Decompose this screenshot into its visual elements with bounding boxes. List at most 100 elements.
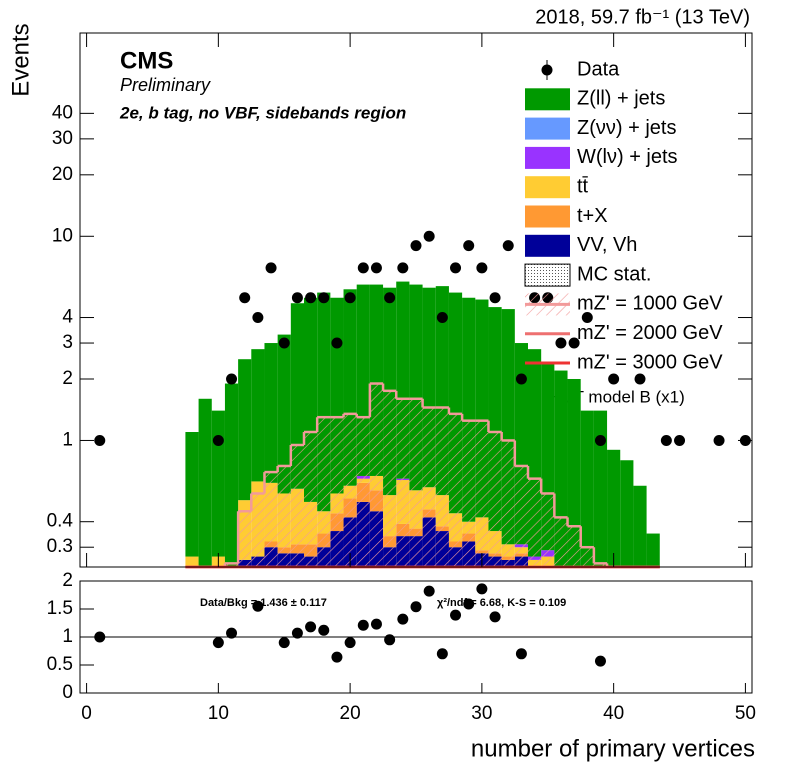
data-point (450, 262, 462, 274)
ratio-point (384, 634, 396, 646)
y-tick-label: 20 (52, 164, 73, 185)
legend-label: t+X (577, 205, 608, 227)
signal-fill (541, 493, 555, 567)
data-point (515, 373, 527, 385)
legend-swatch (525, 205, 570, 228)
stack-bar (607, 449, 621, 567)
ratio-point (436, 648, 448, 660)
stack-bar (620, 460, 634, 567)
y-tick-label: 30 (52, 128, 73, 149)
signal-model: HVT model B (x1) (550, 387, 685, 406)
signal-fill (277, 465, 291, 567)
ratio-point (252, 600, 264, 612)
ratio-point (463, 598, 475, 610)
y-tick-label: 0.3 (47, 536, 73, 557)
stack-bar (290, 303, 304, 489)
y-tick-label: 4 (62, 307, 73, 328)
ratio-point (278, 637, 290, 649)
y-tick-label: 2 (62, 570, 73, 591)
signal-fill (317, 417, 331, 567)
ratio-point (344, 637, 356, 649)
data-point (278, 337, 290, 349)
stack-bar (277, 334, 291, 494)
signal-fill (224, 563, 239, 567)
ratio-point (476, 583, 488, 595)
signal-fill (448, 413, 463, 567)
legend-swatch (525, 234, 570, 257)
y-tick-label: 1 (62, 429, 73, 450)
stack-bar (198, 398, 212, 567)
stack-bar (238, 359, 252, 501)
legend-swatch (525, 117, 570, 140)
signal-fill (488, 432, 502, 567)
ratio-point (331, 651, 343, 663)
x-tick-label: 30 (471, 703, 492, 724)
signal-fill (435, 407, 449, 567)
legend-label: MC stat. (577, 263, 651, 285)
signal-fill (290, 445, 304, 567)
legend-label: mZ' = 2000 GeV (577, 322, 723, 344)
experiment: CMS (120, 47, 173, 74)
signal-fill (251, 493, 265, 567)
data-point (634, 373, 646, 385)
legend-swatch (525, 146, 570, 169)
y-tick-label: 40 (52, 102, 73, 123)
signal-fill (238, 511, 252, 567)
data-point (410, 240, 422, 252)
x-tick-label: 50 (735, 703, 756, 724)
signal-fill (501, 440, 515, 567)
region-label: 2e, b tag, no VBF, sidebands region (119, 103, 406, 122)
signal-fill (422, 407, 436, 567)
stack-bar (251, 349, 265, 482)
data-point (212, 434, 224, 446)
signal-fill (593, 563, 608, 567)
x-tick-label: 10 (208, 703, 229, 724)
ratio-point (410, 601, 422, 613)
x-tick-label: 20 (340, 703, 361, 724)
data-point (568, 337, 580, 349)
frame (79, 32, 753, 568)
legend-swatch (524, 263, 571, 287)
ratio-point (594, 655, 606, 667)
stack-bar (185, 432, 199, 557)
signal-fill (304, 432, 318, 567)
ratio-point (450, 609, 462, 621)
stack-bar (593, 410, 608, 567)
ratio-point (94, 631, 106, 643)
legend-label: mZ' = 1000 GeV (577, 293, 723, 315)
stack-bar (224, 383, 239, 567)
signal-fill (475, 420, 489, 567)
signal-fill (369, 383, 384, 567)
stack-bar (567, 378, 581, 567)
x-tick-label: 0 (81, 703, 92, 724)
data-point (713, 434, 725, 446)
legend-label: Z(ll) + jets (577, 88, 665, 110)
signal-fill (528, 478, 542, 567)
chart-title: 2018, 59.7 fb⁻¹ (13 TeV) (535, 6, 750, 28)
data-point (331, 337, 343, 349)
data-point (370, 262, 382, 274)
ratio-point (397, 613, 409, 625)
ratio-point (226, 627, 238, 639)
data-point (476, 262, 488, 274)
signal-fill (462, 420, 476, 567)
legend-label: Z(νν) + jets (577, 117, 676, 139)
signal-connector (223, 383, 609, 567)
signal-fill (580, 547, 594, 567)
data-point (318, 292, 330, 304)
y-axis-title: Events (7, 23, 34, 96)
stack-bar (185, 556, 199, 567)
stack-bar (646, 533, 660, 567)
legend-swatch (525, 88, 570, 111)
data-point (463, 240, 475, 252)
signal-fill (554, 517, 568, 567)
data-point (344, 292, 356, 304)
signal-fill (264, 472, 278, 567)
data-point (581, 312, 593, 324)
ratio-point (291, 627, 303, 639)
y-tick-label: 0.5 (47, 654, 73, 675)
y-tick-label: 2 (62, 368, 73, 389)
legend-label: mZ' = 3000 GeV (577, 351, 723, 373)
data-point (502, 240, 514, 252)
signal-fill (409, 398, 423, 567)
